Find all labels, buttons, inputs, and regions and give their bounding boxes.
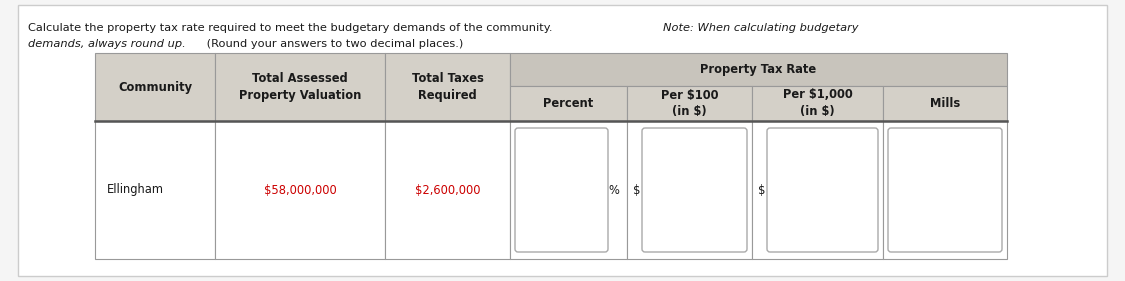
Bar <box>510 53 1007 86</box>
Text: Community: Community <box>118 80 192 94</box>
Text: Percent: Percent <box>543 97 594 110</box>
FancyBboxPatch shape <box>888 128 1002 252</box>
Text: $58,000,000: $58,000,000 <box>263 183 336 196</box>
Text: demands, always round up.: demands, always round up. <box>28 39 186 49</box>
Bar <box>215 121 385 259</box>
FancyBboxPatch shape <box>515 128 608 252</box>
Bar <box>752 86 883 121</box>
Text: Ellingham: Ellingham <box>107 183 164 196</box>
Text: %: % <box>609 183 619 196</box>
Text: (Round your answers to two decimal places.): (Round your answers to two decimal place… <box>202 39 464 49</box>
Text: Note: When calculating budgetary: Note: When calculating budgetary <box>663 23 858 33</box>
Text: $2,600,000: $2,600,000 <box>415 183 480 196</box>
Text: Total Assessed
Property Valuation: Total Assessed Property Valuation <box>238 72 361 102</box>
Text: Property Tax Rate: Property Tax Rate <box>701 63 817 76</box>
Text: Per $100
(in $): Per $100 (in $) <box>660 89 718 119</box>
Bar <box>883 86 1007 121</box>
Bar <box>385 53 510 121</box>
Bar <box>385 121 510 259</box>
FancyBboxPatch shape <box>767 128 878 252</box>
Bar <box>94 121 215 259</box>
Text: Total Taxes
Required: Total Taxes Required <box>412 72 484 102</box>
Text: $: $ <box>758 183 765 196</box>
Bar <box>883 121 1007 259</box>
Bar <box>627 86 752 121</box>
Bar <box>94 53 215 121</box>
Bar <box>510 86 627 121</box>
FancyBboxPatch shape <box>642 128 747 252</box>
Bar <box>752 121 883 259</box>
Bar <box>510 121 627 259</box>
Text: Calculate the property tax rate required to meet the budgetary demands of the co: Calculate the property tax rate required… <box>28 23 556 33</box>
Bar <box>627 121 752 259</box>
Text: Mills: Mills <box>930 97 960 110</box>
Text: Per $1,000
(in $): Per $1,000 (in $) <box>783 89 853 119</box>
Bar <box>215 53 385 121</box>
Text: $: $ <box>633 183 640 196</box>
